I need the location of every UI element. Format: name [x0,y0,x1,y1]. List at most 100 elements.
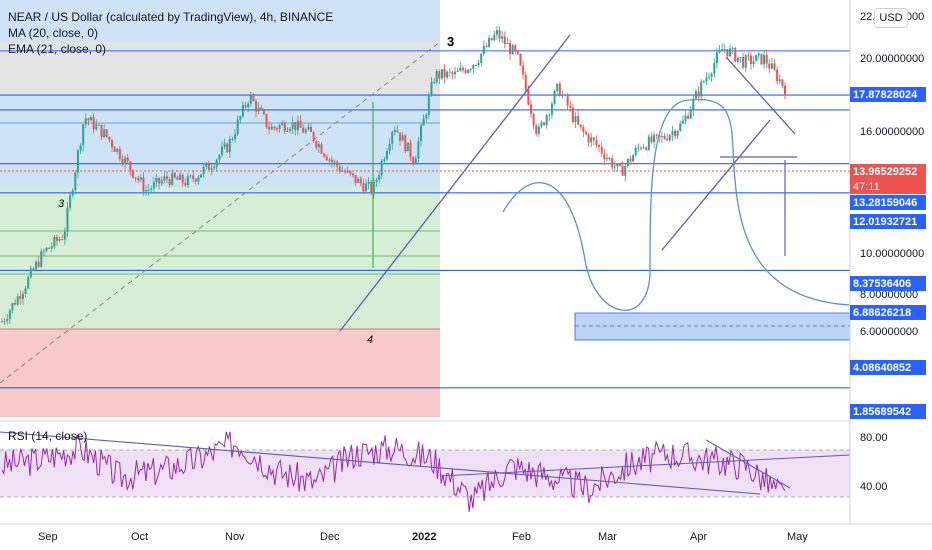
candle-body [283,123,286,132]
candle-body [778,79,781,82]
candle-body [341,170,344,172]
candle-body [205,162,208,167]
candle-body [134,177,137,179]
candle-body [273,126,276,128]
candle-body [150,188,153,190]
candle-body [3,320,6,322]
candle-body [317,144,320,148]
candle-body [702,81,705,83]
candle-body [464,70,467,73]
currency-button[interactable]: USD [874,8,908,28]
candle-body [32,268,35,270]
candle-body [404,135,407,152]
candle-body [768,63,771,69]
x-tick-label: May [787,531,808,543]
candle-body [744,55,747,68]
candle-body [784,85,786,95]
candle-body [757,53,760,56]
level-badge: 12.01932721 [850,214,926,229]
candle-body [110,140,113,148]
candle-body [289,128,292,131]
candle-body [241,105,244,117]
candle-body [495,30,498,35]
candle-body [74,172,77,191]
candle-body [749,55,752,65]
candle-body [548,114,551,116]
candle-body [770,63,773,69]
candle-body [527,89,530,105]
candle-body [265,114,268,127]
candle-body [608,158,611,160]
candle-body [184,182,187,186]
candle-body [249,95,252,104]
x-tick-label: Feb [512,531,531,543]
candle-body [142,177,145,192]
candle-body [550,103,553,115]
candle-body [687,115,690,119]
wave-label: 3 [58,198,65,210]
candle-body [529,104,532,114]
candle-body [116,148,119,152]
candle-body [16,296,19,305]
x-tick-label: Sep [38,531,58,543]
candle-body [488,38,491,47]
candle-body [247,103,250,108]
candle-body [105,129,108,137]
candle-body [333,161,336,163]
candle-body [558,83,561,97]
candle-body [168,178,171,185]
candle-body [647,136,650,150]
candle-body [375,180,378,182]
candle-body [220,146,223,155]
candle-body [103,129,106,138]
rsi-tick-label: 40.00 [860,481,888,493]
rsi-indicator-label[interactable]: RSI (14, close) [8,429,88,443]
candle-body [592,137,595,141]
candle-body [210,168,213,170]
candle-body [336,161,339,167]
fib-zone-grey [0,42,440,95]
time-axis[interactable]: Sep Oct Nov Dec 2022 Feb Mar Apr May [0,523,932,543]
candle-body [443,69,446,78]
candle-body [556,83,559,91]
candle-body [710,73,713,77]
candle-body [645,147,648,150]
candle-body [694,91,697,99]
candle-body [286,130,289,132]
candle-body [480,53,483,63]
candle-body [236,119,239,135]
candle-body [37,261,40,267]
projection-curve [502,98,851,311]
candle-body [291,122,294,129]
candle-body [396,130,399,133]
price-axis[interactable]: 22.00000000 20.00000000 16.00000000 10.0… [849,0,924,524]
candle-body [202,166,205,175]
countdown-badge: 47:11 [850,179,926,194]
candle-body [485,45,488,47]
candle-body [621,166,624,176]
candle-body [674,130,677,137]
candle-body [129,161,132,170]
level-badge: 17.87828024 [850,87,926,102]
candle-body [6,319,9,321]
candle-body [440,69,443,79]
candle-body [328,159,331,161]
candle-body [561,94,564,97]
candle-body [433,81,436,83]
candle-body [1,321,3,323]
level-badge: 4.08640852 [850,360,926,375]
candle-body [498,30,501,39]
candle-body [307,127,310,130]
candle-body [299,120,302,128]
trend-line [339,34,571,332]
candle-body [632,155,635,162]
demand-zone [574,312,851,341]
candle-body [171,172,174,185]
candle-body [192,175,195,179]
candle-body [626,158,629,167]
candle-body [79,145,82,151]
level-lines [0,50,850,389]
candle-body [671,130,674,135]
fib-zone-green [0,187,440,329]
